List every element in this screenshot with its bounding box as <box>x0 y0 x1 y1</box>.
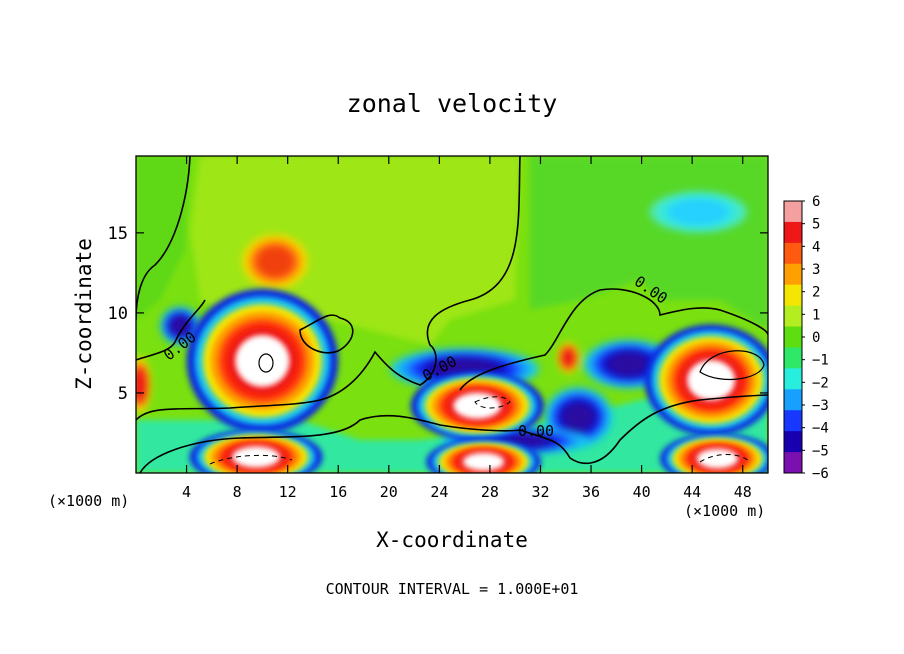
velocity-ring <box>668 198 729 226</box>
colorbar-swatch <box>784 305 802 328</box>
velocity-cell-white <box>410 371 544 441</box>
colorbar-swatch <box>784 326 802 348</box>
colorbar-swatch <box>784 431 802 453</box>
y-tick-label: 10 <box>108 304 128 324</box>
colorbar-label: −6 <box>812 466 829 482</box>
velocity-ring <box>696 448 739 469</box>
plot-area: 0.00 0.00 0.00 0.00 <box>135 155 769 474</box>
colorbar-label: −2 <box>812 375 829 391</box>
velocity-cell-red <box>136 356 151 414</box>
velocity-ring <box>687 359 736 401</box>
zero-contour <box>699 350 765 380</box>
contour-label: 0.00 <box>518 422 554 440</box>
velocity-cell-blue <box>160 307 200 345</box>
zero-contour <box>136 156 521 421</box>
zero-contour <box>139 394 768 473</box>
x-tick-label: 12 <box>279 483 297 501</box>
velocity-cell-white <box>660 433 768 473</box>
zero-contour <box>299 314 354 354</box>
colorbar-swatch <box>784 263 802 286</box>
colorbar-swatch <box>784 452 802 474</box>
colorbar-label: 2 <box>812 285 820 301</box>
velocity-ring <box>257 246 293 277</box>
velocity-ring <box>453 392 502 419</box>
velocity-ring <box>231 446 281 468</box>
velocity-ring <box>562 402 595 431</box>
velocity-cell-red <box>557 342 579 373</box>
velocity-ring <box>170 316 190 335</box>
velocity-ring <box>462 452 505 471</box>
colorbar-swatch <box>784 284 802 307</box>
zero-contour <box>258 353 274 373</box>
x-tick-label: 36 <box>582 483 600 501</box>
velocity-cell-white <box>644 324 768 436</box>
x-axis-label: X-coordinate <box>376 528 528 552</box>
colorbar-swatch <box>784 347 802 369</box>
field-layer <box>136 156 768 473</box>
x-tick-label: 8 <box>233 483 242 501</box>
colorbar: 6 5 4 3 2 1 0 −1 −2 −3 −4 −5 −6 <box>783 194 829 482</box>
x-axis-ticks: 4 8 12 16 20 24 28 32 36 40 44 48 <box>182 156 752 501</box>
lower-left-green-region <box>136 156 190 320</box>
velocity-ring <box>235 334 290 387</box>
y-tick-label: 15 <box>108 224 128 244</box>
x-unit-right: (×1000 m) <box>684 502 765 520</box>
contour-interval-note: CONTOUR INTERVAL = 1.000E+01 <box>326 580 579 598</box>
velocity-cell-cyan <box>649 191 748 233</box>
colorbar-label: 1 <box>812 307 820 323</box>
colorbar-swatch <box>784 221 802 244</box>
velocity-cell-orange <box>242 234 309 289</box>
colorbar-label: 5 <box>812 217 820 233</box>
colorbar-label: −5 <box>812 443 829 459</box>
colorbar-label: −1 <box>812 353 829 369</box>
colorbar-swatch <box>784 368 802 390</box>
x-tick-label: 16 <box>329 483 347 501</box>
colorbar-swatch <box>784 389 802 411</box>
x-tick-label: 32 <box>531 483 549 501</box>
x-tick-label: 28 <box>481 483 499 501</box>
x-tick-label: 20 <box>380 483 398 501</box>
chart-title: zonal velocity <box>347 89 558 118</box>
contour-layer <box>136 156 768 473</box>
velocity-cell-white <box>426 438 541 473</box>
velocity-ring <box>136 366 147 403</box>
negative-contour <box>209 454 293 465</box>
velocity-cell-white <box>186 288 339 434</box>
colorbar-swatch <box>784 201 802 223</box>
y-axis-label: Z-coordinate <box>72 238 96 390</box>
velocity-cell-blue <box>583 340 675 389</box>
zero-contour <box>136 299 206 361</box>
x-tick-label: 48 <box>734 483 752 501</box>
colorbar-swatch <box>784 410 802 432</box>
velocity-ring <box>561 347 576 368</box>
colorbar-swatch <box>784 242 802 265</box>
plot-frame <box>135 155 769 474</box>
negative-contour <box>699 454 751 463</box>
colorbar-label: −4 <box>812 421 829 437</box>
x-tick-label: 40 <box>633 483 651 501</box>
y-tick-label: 5 <box>118 384 128 404</box>
x-tick-label: 24 <box>430 483 448 501</box>
colorbar-label: 6 <box>812 194 820 210</box>
colorbar-label: 0 <box>812 330 820 346</box>
x-unit-left: (×1000 m) <box>48 492 129 510</box>
negative-contour <box>474 396 511 409</box>
y-axis-ticks: 5 10 15 <box>108 224 768 404</box>
colorbar-label: −3 <box>812 398 829 414</box>
colorbar-label: 4 <box>812 239 820 255</box>
x-tick-label: 44 <box>683 483 701 501</box>
zero-contour <box>136 156 191 321</box>
velocity-ring <box>608 352 650 376</box>
zero-contour <box>459 288 768 391</box>
colorbar-label: 3 <box>812 262 820 278</box>
x-tick-label: 4 <box>182 483 191 501</box>
